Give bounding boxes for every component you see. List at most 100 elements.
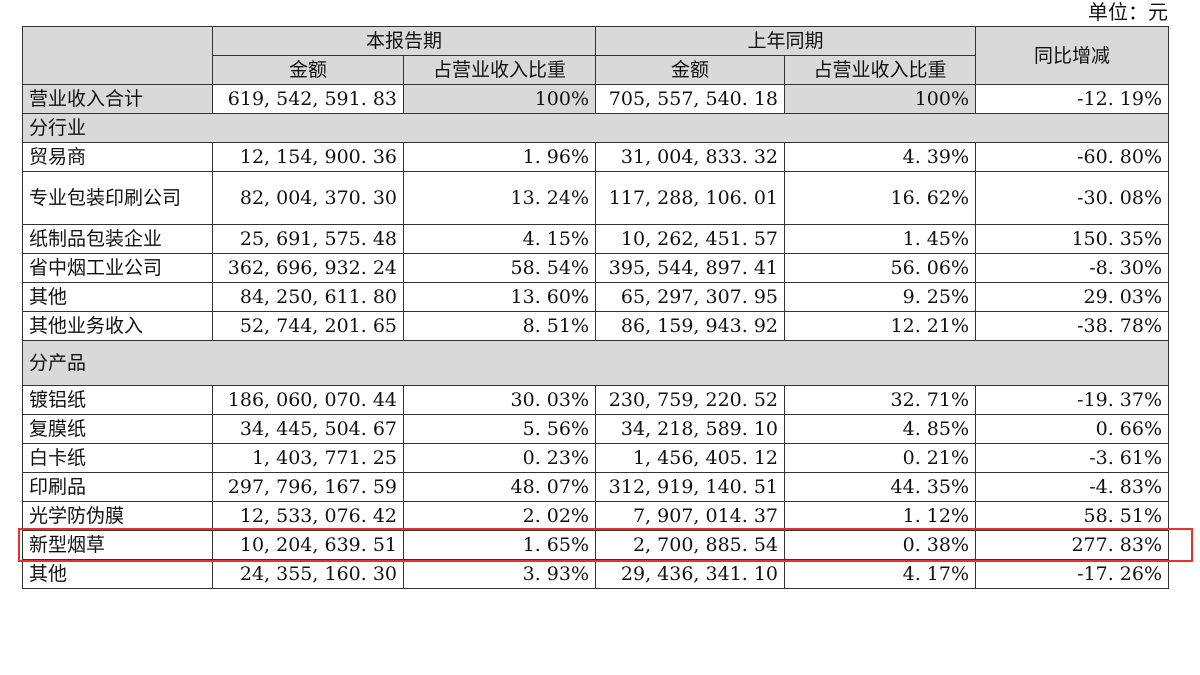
cur-share: 2. 02%	[402, 501, 597, 531]
cur-share: 48. 07%	[402, 472, 597, 502]
header-row-1: 本报告期 上年同期 同比增减	[22, 26, 1170, 85]
cur-share: 13. 60%	[402, 282, 597, 312]
prev-share: 0. 21%	[784, 443, 977, 473]
table-row: 镀铝纸 186, 060, 070. 44 30. 03% 230, 759, …	[22, 385, 1170, 415]
cur-amount: 10, 204, 639. 51	[212, 530, 404, 560]
cur-amount: 362, 696, 932. 24	[212, 253, 404, 283]
row-label: 镀铝纸	[22, 385, 213, 415]
cur-amount: 25, 691, 575. 48	[212, 224, 404, 254]
table-row: 其他业务收入 52, 744, 201. 65 8. 51% 86, 159, …	[22, 311, 1170, 341]
yoy-change: -17. 26%	[975, 559, 1170, 589]
cur-amount: 82, 004, 370. 30	[212, 171, 404, 225]
row-label: 纸制品包装企业	[22, 224, 213, 254]
total-yoy: -12. 19%	[975, 84, 1170, 114]
cur-share: 3. 93%	[402, 559, 597, 589]
row-label: 其他	[22, 282, 213, 312]
row-label: 贸易商	[22, 142, 213, 172]
yoy-change: -38. 78%	[975, 311, 1170, 341]
row-label: 白卡纸	[22, 443, 213, 473]
prev-amount: 117, 288, 106. 01	[595, 171, 786, 225]
yoy-change: -30. 08%	[975, 171, 1170, 225]
total-label: 营业收入合计	[22, 84, 213, 114]
prev-amount: 395, 544, 897. 41	[595, 253, 786, 283]
cur-amount: 12, 533, 076. 42	[212, 501, 404, 531]
prev-amount: 230, 759, 220. 52	[595, 385, 786, 415]
row-label: 印刷品	[22, 472, 213, 502]
prev-amount: 312, 919, 140. 51	[595, 472, 786, 502]
table-row: 其他 24, 355, 160. 30 3. 93% 29, 436, 341.…	[22, 559, 1170, 589]
header-current-amount: 金额	[212, 55, 404, 85]
cur-share: 58. 54%	[402, 253, 597, 283]
header-prior-period: 上年同期	[595, 26, 977, 56]
prev-share: 1. 12%	[784, 501, 977, 531]
table-row: 印刷品 297, 796, 167. 59 48. 07% 312, 919, …	[22, 472, 1170, 502]
revenue-table: 本报告期 上年同期 同比增减 金额 占营业收入比重 金额 占营业收入比重 营业收…	[21, 26, 1170, 589]
yoy-change: -3. 61%	[975, 443, 1170, 473]
prev-share: 4. 85%	[784, 414, 977, 444]
cur-share: 0. 23%	[402, 443, 597, 473]
cur-share: 1. 96%	[402, 142, 597, 172]
table-row: 贸易商 12, 154, 900. 36 1. 96% 31, 004, 833…	[22, 142, 1170, 172]
row-label: 专业包装印刷公司	[22, 171, 213, 225]
total-cur-share: 100%	[402, 84, 597, 114]
section-title-industry: 分行业	[21, 113, 1170, 143]
table-row: 专业包装印刷公司 82, 004, 370. 30 13. 24% 117, 2…	[22, 171, 1170, 225]
total-prev-share: 100%	[784, 84, 977, 114]
row-label: 其他	[22, 559, 213, 589]
prev-amount: 65, 297, 307. 95	[595, 282, 786, 312]
row-label: 复膜纸	[22, 414, 213, 444]
prev-amount: 86, 159, 943. 92	[595, 311, 786, 341]
yoy-change: -60. 80%	[975, 142, 1170, 172]
cur-amount: 1, 403, 771. 25	[212, 443, 404, 473]
table-row: 纸制品包装企业 25, 691, 575. 48 4. 15% 10, 262,…	[22, 224, 1170, 254]
header-prior-amount: 金额	[595, 55, 786, 85]
yoy-change: 277. 83%	[975, 530, 1170, 560]
prev-amount: 10, 262, 451. 57	[595, 224, 786, 254]
prev-amount: 7, 907, 014. 37	[595, 501, 786, 531]
cur-share: 13. 24%	[402, 171, 597, 225]
cur-amount: 52, 744, 201. 65	[212, 311, 404, 341]
table-row: 白卡纸 1, 403, 771. 25 0. 23% 1, 456, 405. …	[22, 443, 1170, 473]
prev-share: 12. 21%	[784, 311, 977, 341]
yoy-change: 29. 03%	[975, 282, 1170, 312]
prev-amount: 34, 218, 589. 10	[595, 414, 786, 444]
row-label: 其他业务收入	[22, 311, 213, 341]
prev-share: 32. 71%	[784, 385, 977, 415]
section-title-product: 分产品	[21, 340, 1170, 386]
prev-share: 4. 17%	[784, 559, 977, 589]
table-row: 省中烟工业公司 362, 696, 932. 24 58. 54% 395, 5…	[22, 253, 1170, 283]
yoy-change: -19. 37%	[975, 385, 1170, 415]
section-header-row: 分产品	[21, 340, 1170, 386]
cur-amount: 24, 355, 160. 30	[212, 559, 404, 589]
header-row-2: 金额 占营业收入比重 金额 占营业收入比重	[23, 55, 1169, 85]
table-row: 其他 84, 250, 611. 80 13. 60% 65, 297, 307…	[22, 282, 1170, 312]
header-yoy: 同比增减	[975, 26, 1170, 85]
cur-amount: 84, 250, 611. 80	[212, 282, 404, 312]
unit-label: 单位：元	[1088, 0, 1168, 24]
cur-share: 1. 65%	[402, 530, 597, 560]
prev-share: 9. 25%	[784, 282, 977, 312]
section-header-row: 分行业	[21, 113, 1170, 143]
prev-share: 16. 62%	[784, 171, 977, 225]
cur-share: 30. 03%	[402, 385, 597, 415]
total-row: 营业收入合计 619, 542, 591. 83 100% 705, 557, …	[22, 84, 1170, 114]
cur-share: 8. 51%	[402, 311, 597, 341]
prev-share: 1. 45%	[784, 224, 977, 254]
row-label: 光学防伪膜	[22, 501, 213, 531]
prev-share: 0. 38%	[784, 530, 977, 560]
total-cur-amount: 619, 542, 591. 83	[212, 84, 404, 114]
cur-amount: 186, 060, 070. 44	[212, 385, 404, 415]
table-row-highlighted: 新型烟草 10, 204, 639. 51 1. 65% 2, 700, 885…	[22, 530, 1170, 560]
prev-share: 56. 06%	[784, 253, 977, 283]
cur-share: 4. 15%	[402, 224, 597, 254]
header-blank-cell	[22, 26, 213, 85]
table-row: 光学防伪膜 12, 533, 076. 42 2. 02% 7, 907, 01…	[22, 501, 1170, 531]
yoy-change: 58. 51%	[975, 501, 1170, 531]
prev-amount: 29, 436, 341. 10	[595, 559, 786, 589]
prev-amount: 2, 700, 885. 54	[595, 530, 786, 560]
prev-share: 4. 39%	[784, 142, 977, 172]
cur-share: 5. 56%	[402, 414, 597, 444]
yoy-change: -8. 30%	[975, 253, 1170, 283]
cur-amount: 34, 445, 504. 67	[212, 414, 404, 444]
header-prior-share: 占营业收入比重	[784, 55, 977, 85]
